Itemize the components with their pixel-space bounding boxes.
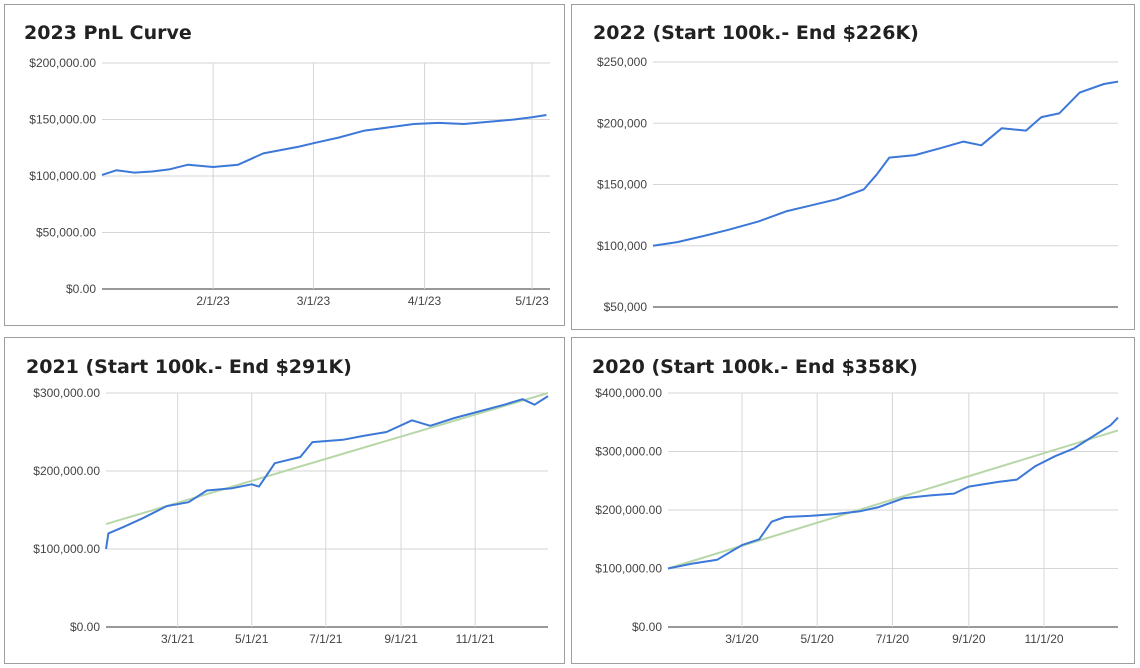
x-tick-label: 5/1/20 xyxy=(800,632,834,646)
y-tick-label: $150,000.00 xyxy=(29,113,96,127)
x-tick-label: 4/1/23 xyxy=(408,294,442,308)
chart-panel-2020: 2020 (Start 100k.- End $358K) $0.00 $100,0… xyxy=(571,337,1135,664)
y-tick-label: $100,000.00 xyxy=(29,169,96,183)
trendline xyxy=(105,392,549,525)
x-tick-label: 7/1/20 xyxy=(876,632,910,646)
x-tick-label: 9/1/21 xyxy=(384,632,418,646)
y-tick-label: $200,000.00 xyxy=(29,56,96,70)
chart-title: 2020 (Start 100k.- End $358K) xyxy=(592,356,918,378)
chart-title: 2022 (Start 100k.- End $226K) xyxy=(593,22,919,44)
x-tick-label: 5/1/21 xyxy=(235,632,269,646)
chart-2020: 2020 (Start 100k.- End $358K) $0.00 $100,0… xyxy=(592,356,1119,646)
y-tick-label: $400,000.00 xyxy=(595,386,662,400)
y-tick-label: $200,000 xyxy=(597,116,647,130)
chart-title: 2023 PnL Curve xyxy=(24,22,192,44)
x-tick-label: 11/1/21 xyxy=(456,632,495,646)
y-tick-label: $200,000.00 xyxy=(33,464,100,478)
y-tick-label: $150,000 xyxy=(597,178,647,192)
y-tick-label: $200,000.00 xyxy=(595,503,662,517)
chart-2023: 2023 PnL Curve $0.00 $50,000.00 $100,000.00… xyxy=(24,22,550,308)
chart-title: 2021 (Start 100k.- End $291K) xyxy=(26,356,352,378)
x-tick-label: 5/1/23 xyxy=(515,294,549,308)
y-tick-label: $50,000 xyxy=(604,300,648,314)
series-line xyxy=(652,80,1119,247)
series-line xyxy=(105,395,549,550)
chart-panel-2022: 2022 (Start 100k.- End $226K) $50,000 $100… xyxy=(571,4,1135,330)
y-tick-label: $100,000.00 xyxy=(33,542,100,556)
y-tick-label: $0.00 xyxy=(70,620,100,634)
y-tick-label: $250,000 xyxy=(597,55,647,69)
y-tick-label: $0.00 xyxy=(632,620,662,634)
series-line xyxy=(667,416,1119,570)
x-tick-label: 3/1/20 xyxy=(725,632,759,646)
y-tick-label: $100,000.00 xyxy=(595,562,662,576)
y-tick-label: $300,000.00 xyxy=(33,386,100,400)
x-tick-label: 3/1/21 xyxy=(161,632,195,646)
chart-panel-2021: 2021 (Start 100k.- End $291K) $0.00 $100,0… xyxy=(4,337,565,664)
y-tick-label: $50,000.00 xyxy=(36,226,96,240)
chart-panel-2023: 2023 PnL Curve $0.00 $50,000.00 $100,000.00… xyxy=(4,4,565,326)
x-tick-label: 11/1/20 xyxy=(1024,632,1063,646)
x-tick-label: 2/1/23 xyxy=(196,294,230,308)
x-tick-label: 3/1/23 xyxy=(297,294,331,308)
y-tick-label: $100,000 xyxy=(597,239,647,253)
y-tick-label: $300,000.00 xyxy=(595,445,662,459)
x-tick-label: 9/1/20 xyxy=(952,632,986,646)
chart-2021: 2021 (Start 100k.- End $291K) $0.00 $100,0… xyxy=(26,356,549,646)
chart-2022: 2022 (Start 100k.- End $226K) $50,000 $100… xyxy=(593,22,1119,314)
series-line xyxy=(101,114,547,176)
y-tick-label: $0.00 xyxy=(66,282,96,296)
x-tick-label: 7/1/21 xyxy=(309,632,343,646)
